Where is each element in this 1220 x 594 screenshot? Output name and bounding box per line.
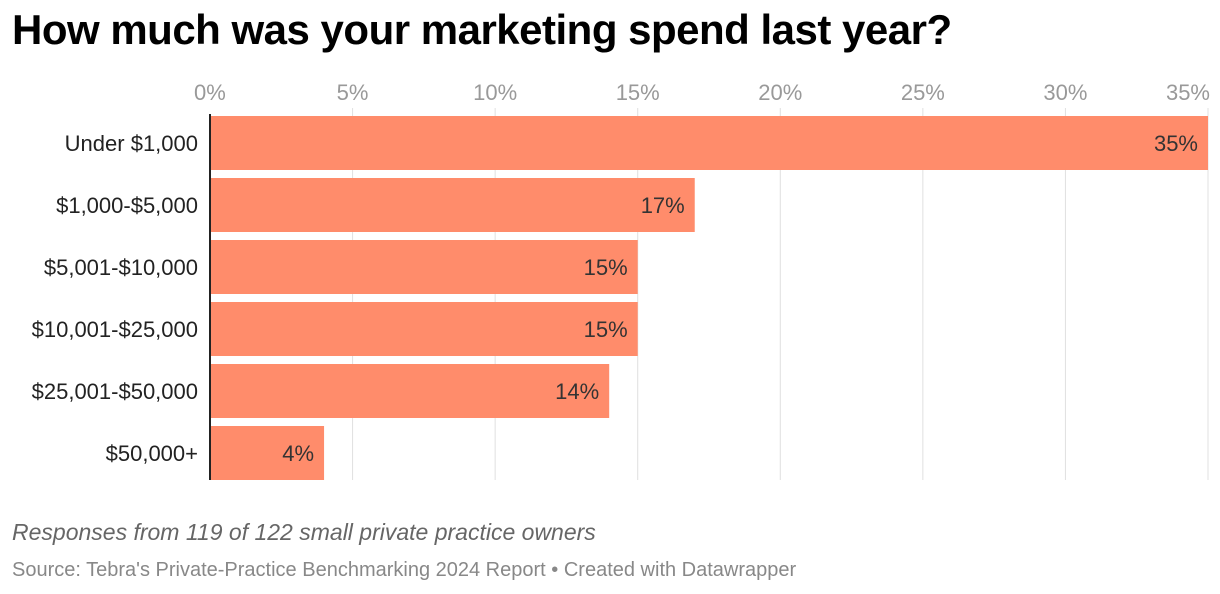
bar xyxy=(210,302,638,356)
x-tick-label: 35% xyxy=(1166,80,1210,105)
x-tick-label: 15% xyxy=(616,80,660,105)
category-label: $1,000-$5,000 xyxy=(56,193,198,218)
x-tick-label: 20% xyxy=(758,80,802,105)
bar-value-label: 35% xyxy=(1154,131,1198,156)
category-label: $10,001-$25,000 xyxy=(32,317,198,342)
bar xyxy=(210,116,1208,170)
x-tick-label: 25% xyxy=(901,80,945,105)
x-tick-label: 0% xyxy=(194,80,226,105)
x-tick-label: 5% xyxy=(337,80,369,105)
x-tick-label: 10% xyxy=(473,80,517,105)
bar-value-label: 14% xyxy=(555,379,599,404)
bar xyxy=(210,178,695,232)
category-label: Under $1,000 xyxy=(65,131,198,156)
datawrapper-credit[interactable]: Created with Datawrapper xyxy=(563,559,797,581)
chart-title: How much was your marketing spend last y… xyxy=(12,6,952,53)
source-text: Source: Tebra's Private-Practice Benchma… xyxy=(12,559,546,581)
chart-notes: Responses from 119 of 122 small private … xyxy=(12,519,596,545)
bar xyxy=(210,240,638,294)
bar xyxy=(210,364,610,418)
source-line: Source: Tebra's Private-Practice Benchma… xyxy=(12,559,796,582)
bar-value-label: 15% xyxy=(584,255,628,280)
category-label: $25,001-$50,000 xyxy=(32,379,198,404)
bar-value-label: 4% xyxy=(282,441,314,466)
bar-value-label: 15% xyxy=(584,317,628,342)
source-separator: • xyxy=(545,559,564,581)
x-tick-label: 30% xyxy=(1043,80,1087,105)
bar xyxy=(210,426,325,480)
category-label: $50,000+ xyxy=(106,441,198,466)
category-label: $5,001-$10,000 xyxy=(44,255,198,280)
bar-value-label: 17% xyxy=(641,193,685,218)
